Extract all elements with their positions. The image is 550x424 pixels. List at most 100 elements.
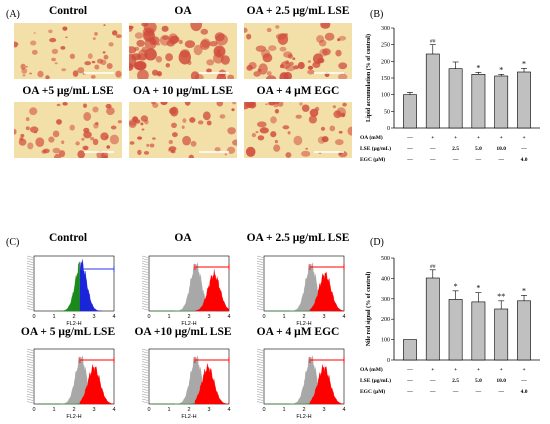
axis-hatch: [256, 391, 264, 394]
micrograph-oa-lse-5-svg: [14, 102, 122, 158]
stained-cell: [232, 102, 236, 105]
stained-cell: [168, 146, 177, 152]
stained-cell: [265, 103, 268, 106]
stained-cell: [339, 152, 343, 155]
axis-hatch: [141, 278, 149, 281]
axis-hatch: [141, 358, 149, 361]
histogram-oa-lse-2-5: 0 1 2 3 4 FL2-H: [252, 251, 348, 327]
chart-d-row-cell: —: [429, 378, 436, 384]
axis-hatch: [26, 293, 34, 296]
micrograph-background: [14, 23, 122, 79]
stained-cell: [268, 102, 276, 106]
axis-hatch: [256, 356, 264, 359]
axis-hatch: [141, 373, 149, 376]
axis-hatch: [256, 378, 264, 381]
axis-hatch: [256, 255, 264, 258]
chart-d-bar: [517, 300, 531, 361]
stained-cell: [91, 60, 96, 64]
stained-cell: [81, 137, 85, 141]
stained-cell: [202, 111, 211, 121]
stained-cell: [279, 72, 289, 79]
axis-hatch: [256, 398, 264, 401]
stained-cell: [182, 135, 191, 146]
axis-hatch: [26, 393, 34, 396]
lipid-accumulation-svg: 0 50 100 150 200 250 300 Lipid accumulation (% …: [360, 26, 540, 163]
axis-hatch: [26, 368, 34, 371]
stained-cell: [214, 32, 225, 42]
x-tick-label: 2: [187, 407, 190, 413]
axis-hatch: [256, 386, 264, 389]
x-tick-label: 3: [207, 407, 210, 413]
x-tick-label: 0: [262, 407, 265, 413]
axis-hatch: [26, 398, 34, 401]
stained-cell: [137, 136, 143, 140]
axis-hatch: [256, 295, 264, 298]
axis-hatch: [256, 353, 264, 356]
axis-hatch: [256, 275, 264, 278]
axis-hatch: [141, 348, 149, 351]
histogram-control-svg: 0 1 2 3 4 FL2-H: [26, 255, 116, 327]
axis-hatch: [141, 353, 149, 356]
axis-hatch: [141, 378, 149, 381]
axis-hatch: [256, 305, 264, 308]
panel-d-label: (D): [370, 237, 384, 248]
stained-cell: [190, 140, 197, 147]
histogram-red-fill: [309, 364, 345, 405]
axis-hatch: [26, 383, 34, 386]
chart-d-y-tick-label: 300: [381, 297, 390, 303]
axis-hatch: [26, 265, 34, 268]
stained-cell: [90, 75, 96, 79]
chart-b-significance-mark: *: [499, 65, 503, 74]
stained-cell: [136, 39, 145, 47]
stained-cell: [103, 54, 109, 60]
stained-cell: [270, 116, 277, 124]
x-tick-label: 2: [187, 314, 190, 320]
stained-cell: [293, 65, 299, 70]
panel-c-title-3: OA + 2.5 μg/mL LSE: [246, 232, 350, 244]
axis-hatch: [141, 363, 149, 366]
axis-hatch: [141, 270, 149, 273]
chart-d-y-tick-label: 200: [381, 317, 390, 323]
chart-b-row-cell: —: [406, 157, 413, 163]
stained-cell: [320, 126, 326, 131]
axis-hatch: [141, 361, 149, 364]
stained-cell: [110, 125, 117, 130]
stained-cell: [301, 104, 310, 112]
micrograph-control: [14, 23, 122, 79]
stained-cell: [308, 115, 317, 124]
stained-cell: [262, 53, 273, 63]
stained-cell: [227, 74, 235, 79]
histogram-red-fill: [79, 364, 115, 405]
chart-b-y-tick-label: 250: [381, 43, 390, 49]
chart-b-y-tick-label: 0: [387, 126, 390, 132]
micrograph-oa-lse-5: [14, 102, 122, 158]
stained-cell: [25, 65, 28, 68]
x-tick-label: 3: [92, 314, 95, 320]
axis-hatch: [26, 278, 34, 281]
nile-red-svg: 0 100 200 300 400 500 Nile red signal (% of co…: [360, 256, 540, 395]
x-tick-label: 3: [322, 407, 325, 413]
stained-cell: [171, 149, 174, 153]
stained-cell: [77, 67, 85, 74]
stained-cell: [279, 64, 284, 69]
panel-a-title-3: OA + 2.5 μg/mL LSE: [246, 5, 350, 17]
stained-cell: [322, 48, 331, 56]
chart-b-y-tick-label: 150: [381, 76, 390, 82]
x-tick-label: 0: [262, 314, 265, 320]
stained-cell: [168, 148, 172, 152]
stained-cell: [141, 23, 149, 27]
axis-hatch: [256, 396, 264, 399]
axis-hatch: [141, 386, 149, 389]
axis-hatch: [256, 263, 264, 266]
axis-hatch: [256, 265, 264, 268]
axis-hatch: [26, 258, 34, 261]
stained-cell: [155, 56, 163, 63]
x-tick-label: 3: [207, 314, 210, 320]
axis-hatch: [26, 351, 34, 354]
stained-cell: [20, 63, 26, 70]
chart-b-row-cell: —: [475, 157, 482, 163]
x-tick-label: 0: [147, 314, 150, 320]
histogram-blue-fill: [79, 259, 103, 312]
axis-hatch: [141, 388, 149, 391]
x-tick-label: 4: [342, 407, 345, 413]
